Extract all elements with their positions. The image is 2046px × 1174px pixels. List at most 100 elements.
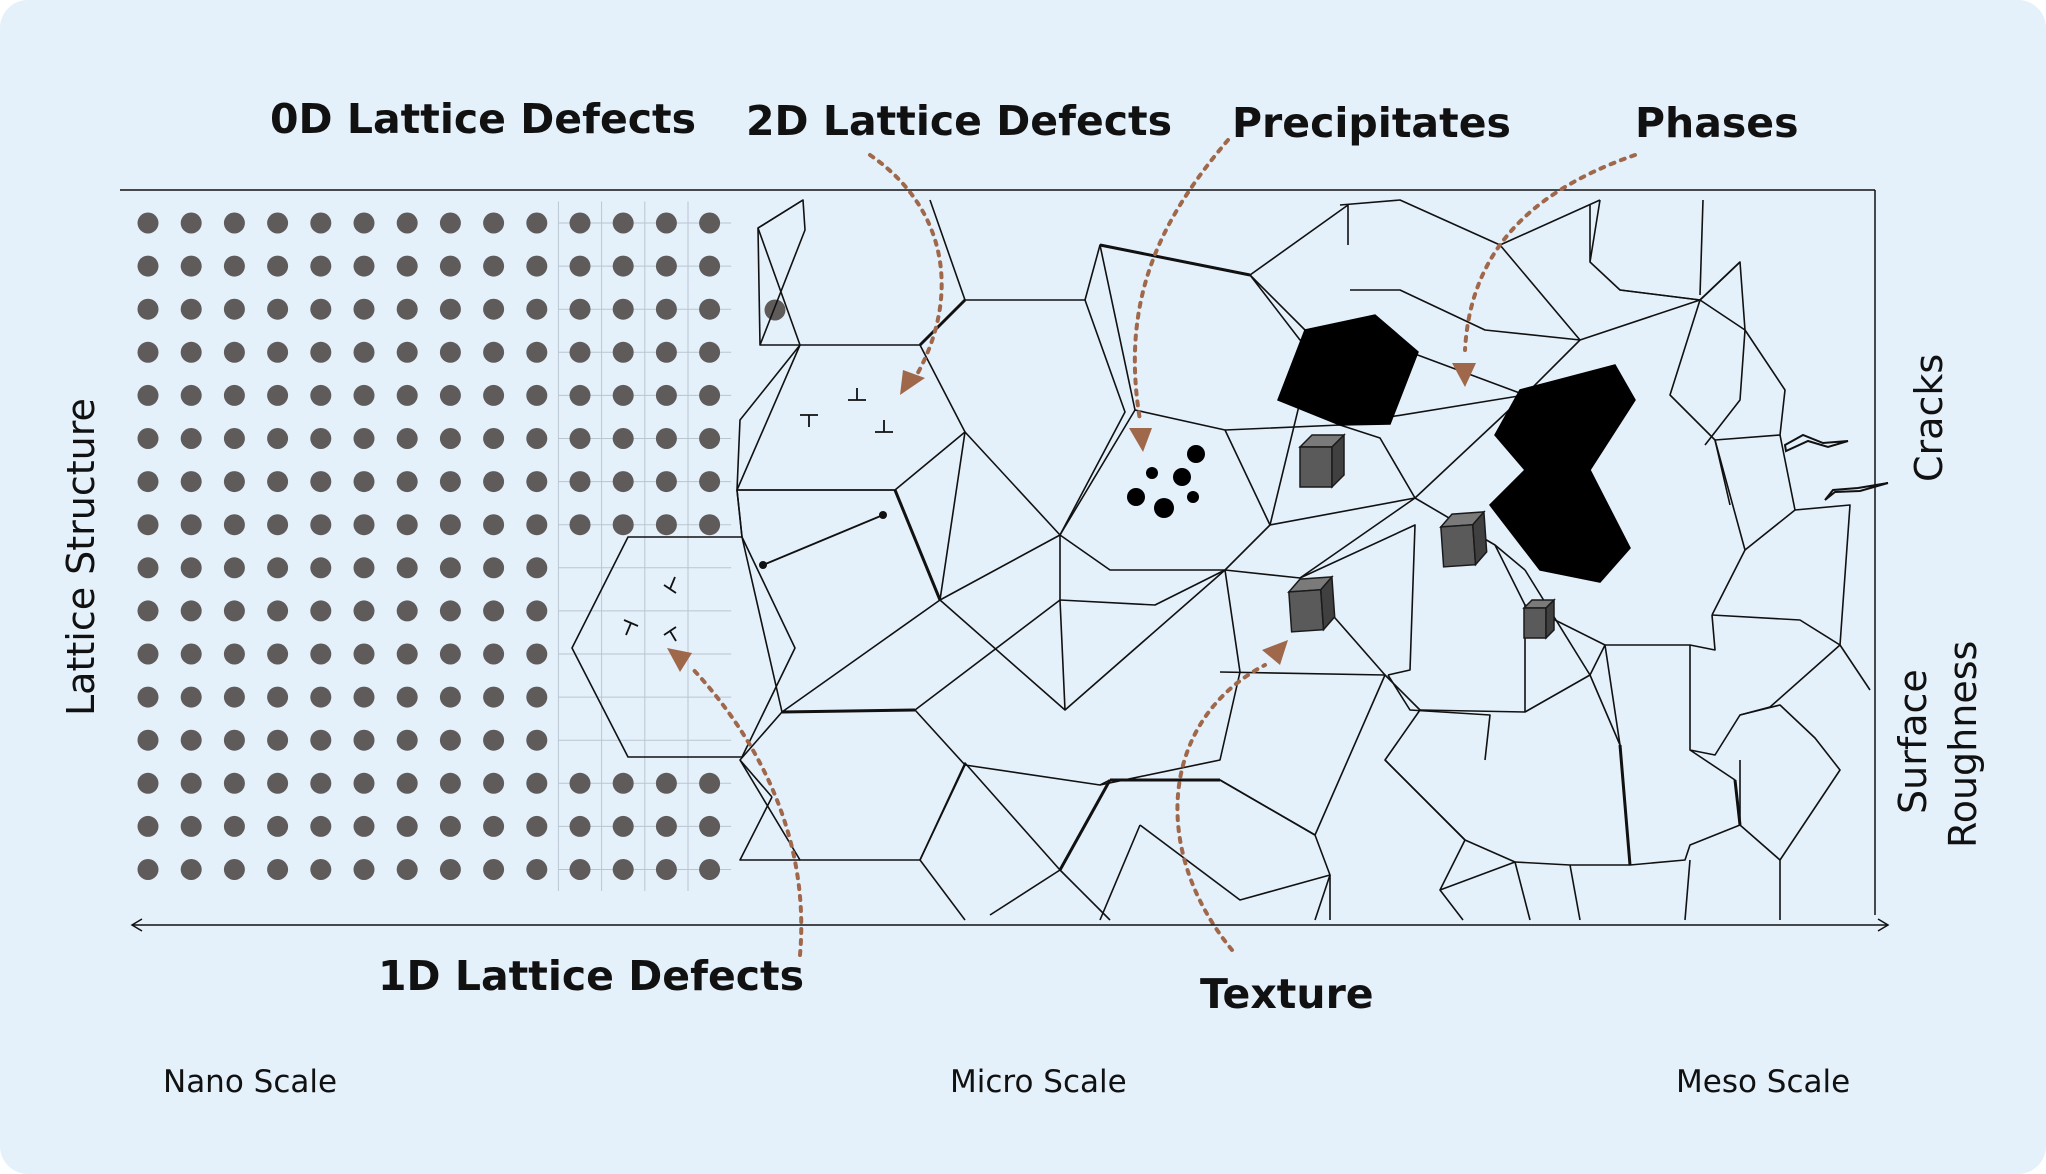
- atom: [483, 384, 505, 406]
- atom: [483, 686, 505, 708]
- atom: [267, 815, 289, 837]
- texture-cube: [1522, 598, 1556, 640]
- atom: [439, 471, 461, 493]
- atom: [180, 557, 202, 579]
- atom: [396, 557, 418, 579]
- label-2d-defects: 2D Lattice Defects: [746, 97, 1172, 145]
- grain-boundary: [1224, 424, 1416, 579]
- grain-boundary-thick: [1058, 779, 1112, 871]
- atom: [439, 212, 461, 234]
- atom: [223, 298, 245, 320]
- atom: [137, 729, 159, 751]
- atom: [396, 686, 418, 708]
- atom: [137, 643, 159, 665]
- atom: [439, 255, 461, 277]
- atom: [655, 298, 677, 320]
- grain-boundary: [739, 796, 800, 861]
- atom: [396, 600, 418, 622]
- atom: [483, 729, 505, 751]
- label-texture: Texture: [1200, 970, 1374, 1018]
- atom: [353, 686, 375, 708]
- atom: [439, 859, 461, 880]
- atom: [612, 212, 634, 234]
- grain-boundary: [757, 199, 804, 229]
- atom: [439, 729, 461, 751]
- label-1d-defects: 1D Lattice Defects: [378, 952, 804, 1000]
- atom: [267, 384, 289, 406]
- grain-boundary: [1739, 644, 1871, 716]
- atom: [483, 514, 505, 536]
- atom: [396, 384, 418, 406]
- atom: [267, 298, 289, 320]
- atom: [526, 384, 548, 406]
- atom-lattice: [137, 212, 786, 880]
- atom: [310, 686, 332, 708]
- line-defect-end: [759, 561, 767, 569]
- atom: [353, 729, 375, 751]
- texture-cube: [1287, 575, 1336, 633]
- atom: [526, 859, 548, 880]
- atom: [569, 772, 591, 794]
- phase-region: [1277, 314, 1419, 426]
- grain-boundary-thick: [918, 298, 967, 347]
- atom: [310, 600, 332, 622]
- atom: [137, 471, 159, 493]
- arrow-texture: [1175, 663, 1267, 952]
- atom: [310, 341, 332, 363]
- atom: [483, 212, 505, 234]
- grain-boundary: [1689, 614, 1716, 651]
- grain-boundary: [1099, 244, 1136, 411]
- atom: [655, 428, 677, 449]
- grain-boundary: [1099, 824, 1141, 921]
- atom: [655, 815, 677, 837]
- atom: [569, 815, 591, 837]
- atom: [353, 557, 375, 579]
- grain-boundary: [1619, 261, 1746, 506]
- precipitate: [1127, 488, 1145, 506]
- atom: [137, 384, 159, 406]
- atom: [439, 384, 461, 406]
- atom: [267, 341, 289, 363]
- atom: [137, 298, 159, 320]
- atom: [180, 729, 202, 751]
- atom: [137, 212, 159, 234]
- atom: [310, 557, 332, 579]
- crack-marks: [1783, 433, 1889, 501]
- grain-boundary: [1350, 289, 1581, 341]
- dislocation-symbol: [800, 414, 818, 427]
- label-nano-scale: Nano Scale: [163, 1064, 337, 1100]
- atom: [137, 514, 159, 536]
- dislocation-symbol: [848, 388, 866, 401]
- grain-boundary: [919, 762, 1061, 916]
- atom: [699, 859, 721, 880]
- atom: [353, 772, 375, 794]
- atom: [180, 772, 202, 794]
- grain-boundary: [914, 569, 1241, 711]
- atom: [137, 341, 159, 363]
- atom: [267, 557, 289, 579]
- atom: [353, 341, 375, 363]
- grain-boundary: [1604, 644, 1621, 746]
- atom: [526, 729, 548, 751]
- atom: [612, 772, 634, 794]
- label-0d-defects: 0D Lattice Defects: [270, 95, 696, 143]
- grain-boundary: [1219, 779, 1316, 836]
- atom: [310, 643, 332, 665]
- atom: [483, 471, 505, 493]
- atom: [223, 643, 245, 665]
- crack: [1824, 482, 1889, 501]
- texture-cubes: [1287, 433, 1556, 640]
- atom: [569, 298, 591, 320]
- arrow-head: [1129, 428, 1152, 452]
- atom: [699, 772, 721, 794]
- label-precipitates: Precipitates: [1232, 99, 1511, 147]
- atom: [267, 428, 289, 449]
- atom: [612, 859, 634, 880]
- grain-boundary: [1684, 859, 1691, 921]
- scale-axis: [130, 918, 1890, 932]
- atom: [223, 686, 245, 708]
- atom: [310, 514, 332, 536]
- atom: [223, 859, 245, 880]
- line-defect: [762, 514, 884, 566]
- dislocation-symbol: [663, 626, 677, 642]
